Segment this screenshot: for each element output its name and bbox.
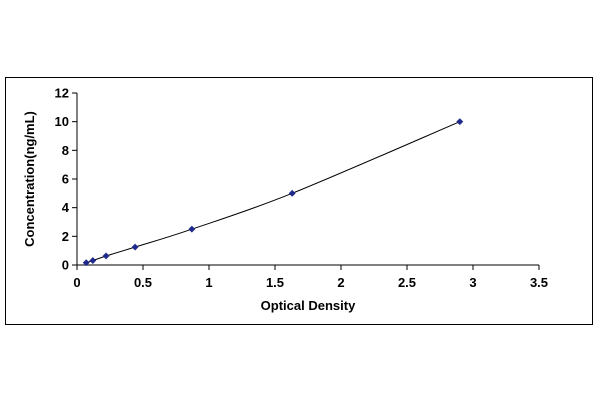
- x-tick-label: 0.5: [134, 275, 152, 290]
- data-point: [288, 189, 296, 197]
- x-tick-label: 0: [73, 275, 80, 290]
- x-tick-label: 1.5: [266, 275, 284, 290]
- x-ticks: 0 0.5 1 1.5 2 2.5 3 3.5: [73, 265, 548, 290]
- x-tick-label: 3.5: [530, 275, 548, 290]
- x-axis-title: Optical Density: [261, 298, 356, 313]
- y-tick-label: 6: [62, 172, 69, 187]
- data-point: [131, 243, 139, 251]
- x-tick-label: 3: [469, 275, 476, 290]
- x-tick-label: 2.5: [398, 275, 416, 290]
- data-point: [456, 118, 464, 126]
- y-tick-label: 12: [55, 86, 69, 101]
- data-points: [82, 118, 464, 267]
- y-tick-label: 8: [62, 143, 69, 158]
- fit-curve-line: [86, 121, 460, 264]
- y-tick-label: 0: [62, 258, 69, 273]
- y-axis-title: Concentration(ng/mL): [22, 111, 37, 247]
- y-tick-label: 4: [62, 200, 70, 215]
- y-ticks: 0 2 4 6 8 10 12: [55, 86, 77, 273]
- y-tick-label: 2: [62, 229, 69, 244]
- fit-curve-group: [86, 121, 460, 264]
- y-tick-label: 10: [55, 114, 69, 129]
- data-point: [89, 257, 97, 265]
- data-point: [188, 225, 196, 233]
- data-point: [82, 259, 90, 267]
- x-tick-label: 2: [337, 275, 344, 290]
- chart-frame: [5, 77, 593, 325]
- x-tick-label: 1: [205, 275, 212, 290]
- data-point: [102, 252, 110, 260]
